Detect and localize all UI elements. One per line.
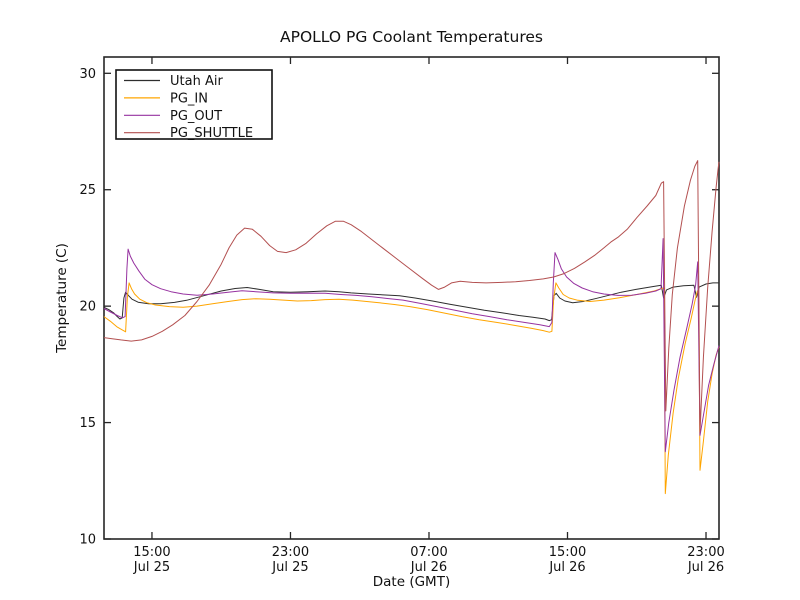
y-axis — [104, 72, 719, 540]
legend-entry-pg-out: PG_OUT — [124, 109, 222, 124]
series-line-pg-in — [103, 282, 720, 495]
legend: Utah Air PG_IN PG_OUT PG_SHUTTLE — [115, 69, 273, 141]
x-tick-label-time: 15:00 — [133, 545, 170, 560]
legend-box — [115, 69, 273, 140]
x-tick-label-date: Jul 26 — [687, 560, 724, 575]
y-tick-label: 15 — [79, 416, 96, 431]
x-tick-label-date: Jul 25 — [133, 560, 170, 575]
legend-label-pg-in: PG_IN — [170, 91, 208, 106]
x-axis — [151, 57, 707, 539]
y-tick-label: 25 — [79, 183, 96, 198]
series-line-utah-air — [103, 282, 719, 322]
x-tick-label-time: 23:00 — [687, 545, 724, 560]
x-tick-label-time: 23:00 — [272, 545, 309, 560]
legend-label-utah-air: Utah Air — [170, 74, 223, 89]
legend-entry-pg-in: PG_IN — [124, 91, 208, 106]
x-tick-label-time: 15:00 — [549, 545, 586, 560]
x-axis-label: Date (GMT) — [372, 574, 451, 590]
axes-frame — [103, 56, 720, 540]
legend-entry-pg-shuttle: PG_SHUTTLE — [124, 126, 253, 141]
y-tick-label: 20 — [79, 300, 96, 315]
x-tick-label-date: Jul 26 — [410, 560, 447, 575]
x-tick-label-time: 07:00 — [410, 545, 447, 560]
series-line-pg-shuttle — [103, 160, 720, 433]
x-tick-label-date: Jul 25 — [271, 560, 308, 575]
y-tick-label: 10 — [79, 533, 96, 548]
legend-entry-utah-air: Utah Air — [124, 74, 223, 89]
y-tick-label: 30 — [79, 67, 96, 82]
series-line-pg-out — [103, 238, 720, 453]
x-tick-label-date: Jul 26 — [548, 560, 585, 575]
chart-title: APOLLO PG Coolant Temperatures — [280, 28, 543, 46]
legend-label-pg-out: PG_OUT — [170, 109, 222, 124]
legend-label-pg-shuttle: PG_SHUTTLE — [170, 126, 253, 141]
